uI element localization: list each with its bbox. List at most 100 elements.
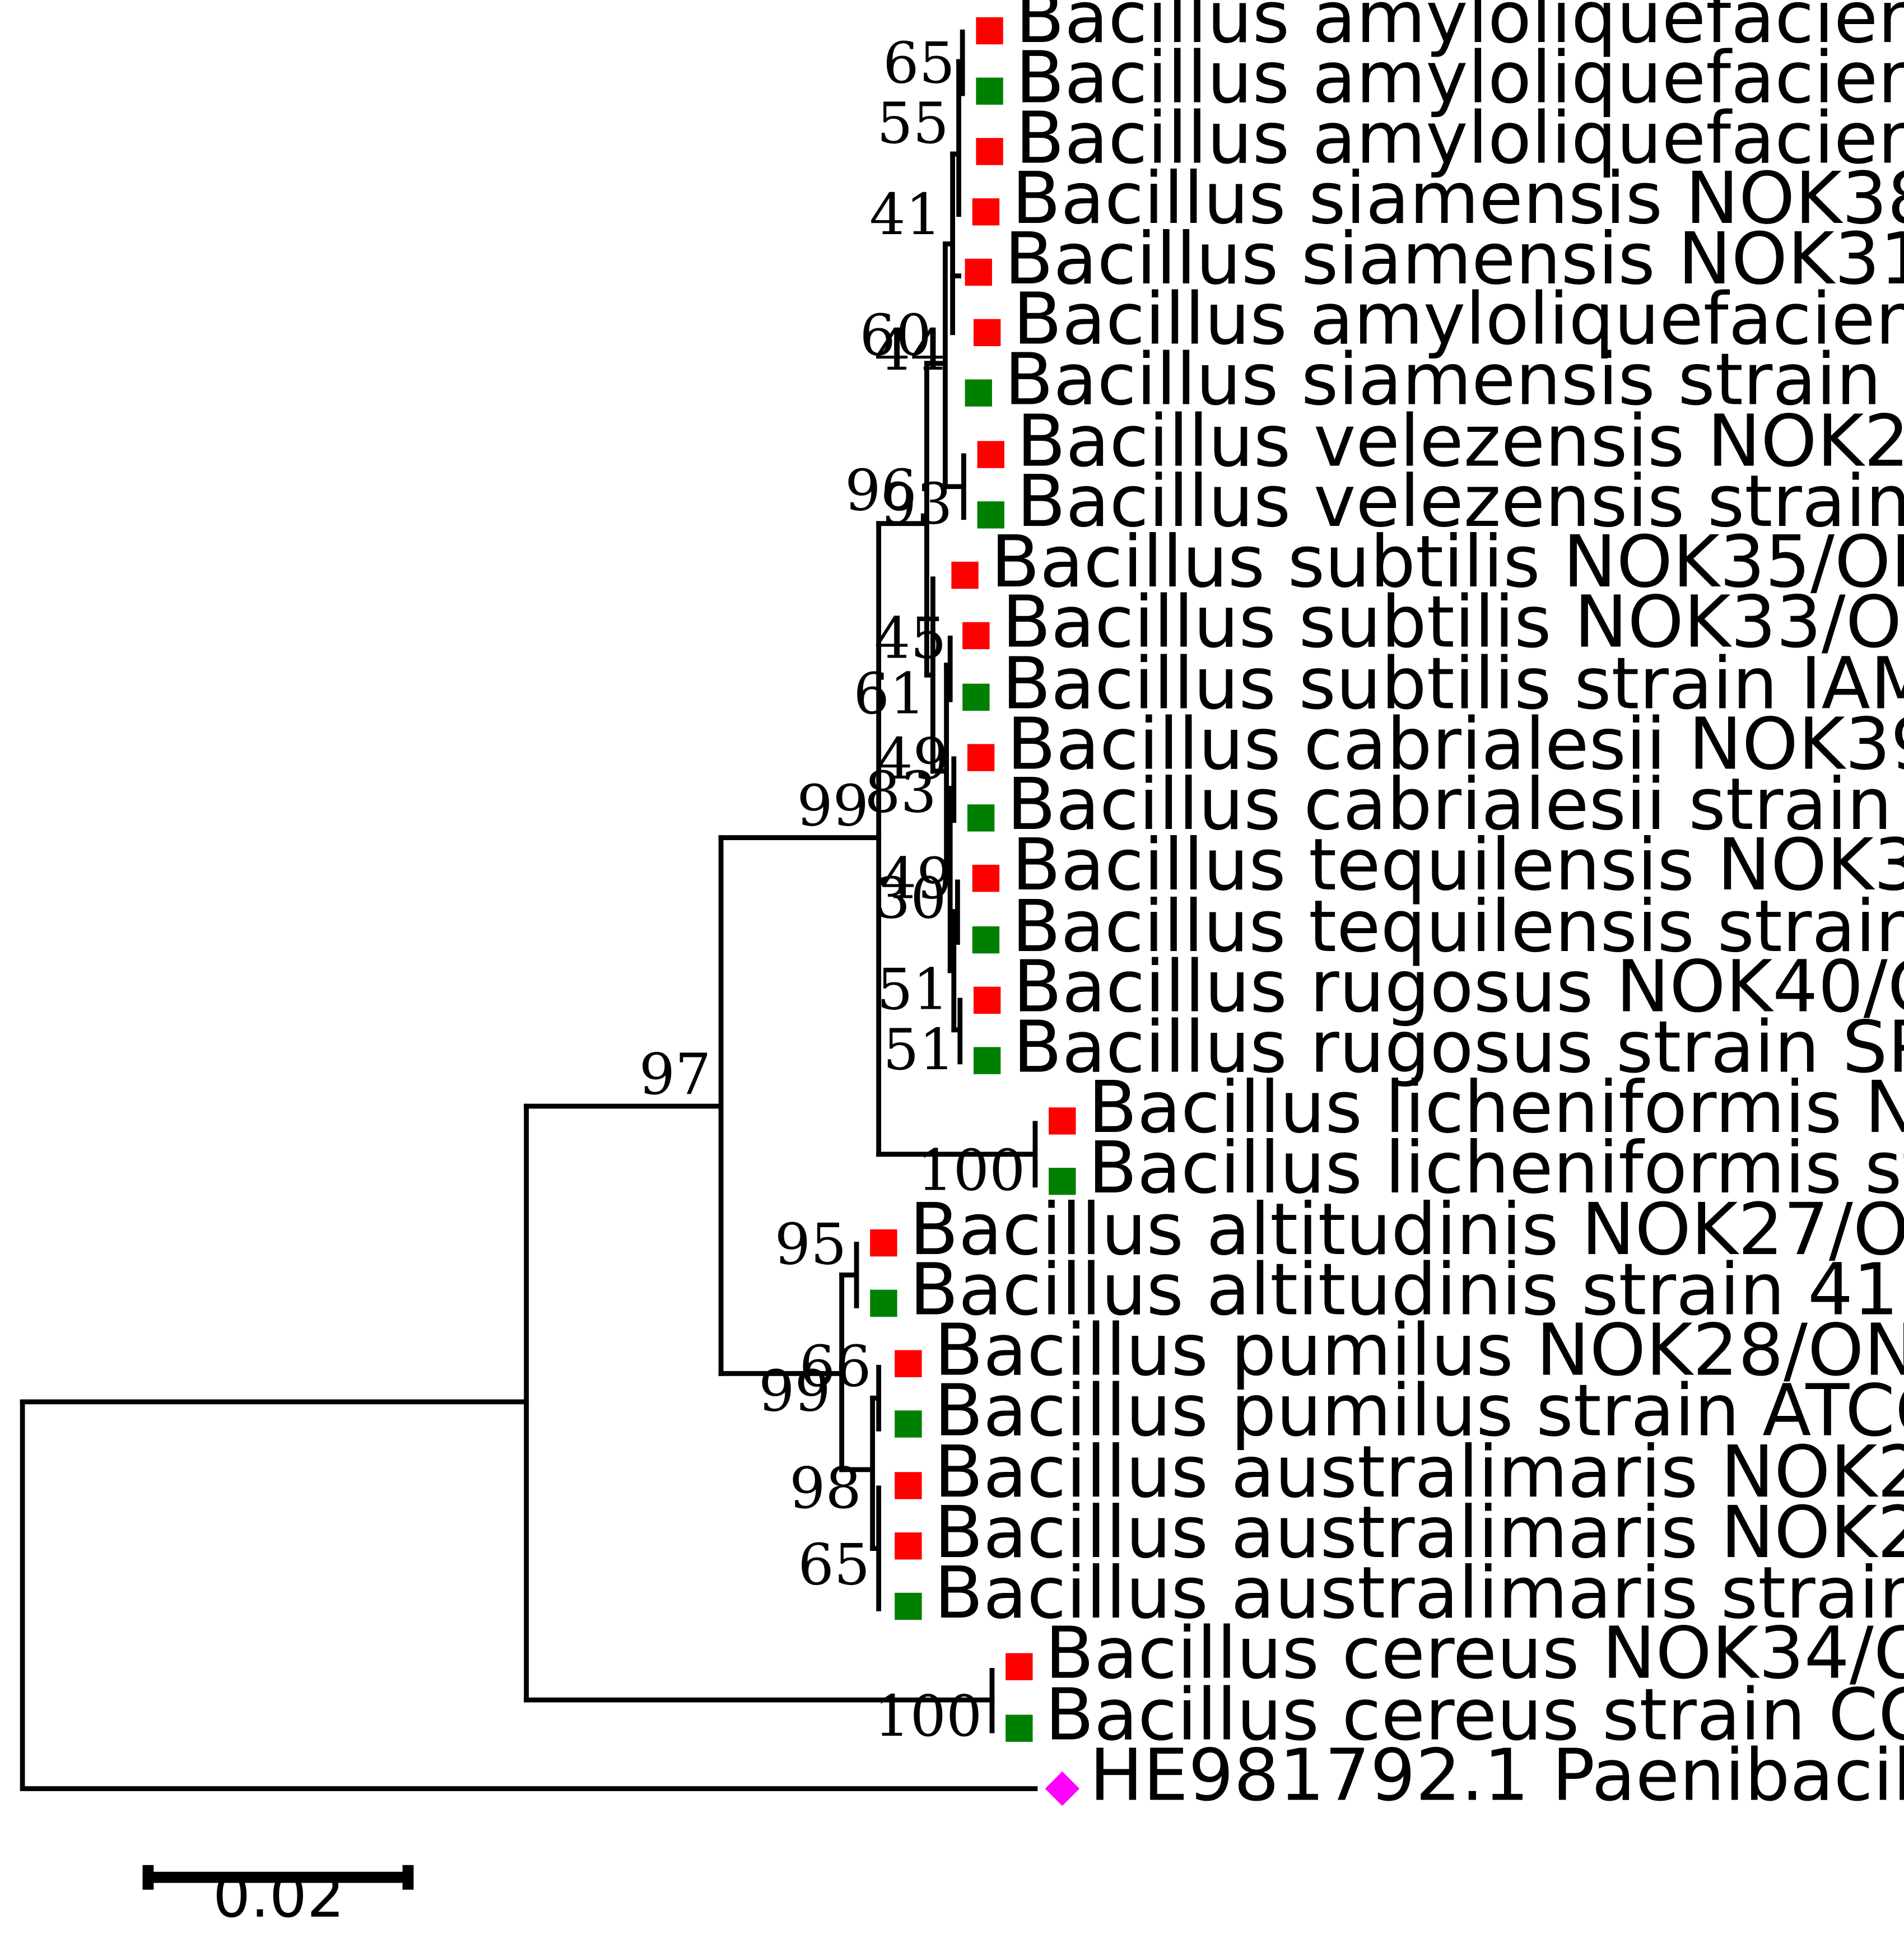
taxon-label: HE981792.1 Paenibacillus polymyxa strain… (1090, 1734, 1904, 1817)
bootstrap-value: 45 (874, 605, 947, 671)
taxon-label: Bacillus cabrialesii strain TE3/MK462260 (1007, 763, 1904, 846)
scale-bar-line (142, 1865, 414, 1890)
taxon-label: Bacillus rugosus strain SPB7/MT554518 (1013, 1006, 1904, 1089)
taxon-label: Bacillus subtilis NOK33/ON287127 (1002, 581, 1904, 664)
bootstrap-value: 49 (881, 845, 953, 911)
taxon-label: Bacillus licheniformis strain DSM 13/NR1… (1088, 1127, 1904, 1210)
branch-altitudinis (839, 1241, 859, 1308)
bootstrap-value: 98 (789, 1455, 862, 1521)
bootstrap-value: 95 (775, 1211, 847, 1278)
branch-pumilus (870, 1364, 882, 1432)
taxon-label: Bacillus amyloliquefaciens NOK30/ON28712… (1016, 97, 1904, 180)
reference-marker (976, 77, 1003, 105)
scale-bar-label: 0.02 (213, 1862, 345, 1931)
reference-marker (895, 1410, 922, 1438)
reference-marker (965, 379, 992, 407)
isolate-marker (973, 986, 1001, 1014)
branch-node-45 (924, 576, 935, 774)
isolate-marker (967, 744, 995, 771)
bootstrap-values: 65 55 41 60 44 96 93 45 61 49 83 49 30 5… (639, 30, 1026, 1749)
isolate-marker (973, 319, 1001, 347)
taxon-label: Bacillus siamensis NOK31/ON287125 (1004, 218, 1904, 301)
branch-australimaris (870, 1485, 882, 1611)
reference-marker (870, 1289, 897, 1317)
branch-node-55 (950, 59, 961, 217)
taxon-label: Bacillus cabrialesii NOK39/ON287133 (1007, 703, 1904, 786)
isolate-marker (976, 138, 1003, 165)
bootstrap-value: 55 (877, 90, 949, 156)
isolate-marker (976, 17, 1003, 45)
branch-node-65 (956, 29, 965, 96)
bootstrap-value: 41 (869, 181, 942, 248)
isolate-marker (895, 1532, 922, 1560)
bootstrap-value: 51 (877, 956, 949, 1022)
tree-branches (20, 29, 1038, 1791)
bootstrap-value: 60 (859, 302, 932, 368)
taxon-label: Bacillus cereus NOK34/ON287128 (1045, 1613, 1904, 1695)
reference-marker (1049, 1167, 1076, 1195)
taxon-label: Bacillus amyloliquefaciens strain NBRC 1… (1016, 37, 1904, 120)
branch-node-98 (839, 1395, 876, 1551)
bootstrap-value: 100 (874, 1683, 982, 1749)
branch-rugosus (951, 998, 963, 1065)
branch-node-60 (924, 241, 948, 490)
taxon-label: Bacillus altitudinis strain 41KF2b/NR042… (910, 1249, 1904, 1332)
branch-velezensis (943, 453, 966, 520)
bootstrap-value: 100 (917, 1138, 1025, 1204)
taxon-label: Bacillus subtilis NOK35/ON287129 (991, 521, 1904, 604)
bootstrap-value: 96 (845, 458, 917, 524)
branch-node-49b (944, 786, 953, 973)
branch-node-49 (930, 663, 949, 880)
bootstrap-value: 99 (797, 773, 869, 839)
branch-licheniformis (876, 1121, 1038, 1188)
taxon-label: Bacillus licheniformis NOK36/ON287130 (1088, 1066, 1904, 1149)
isolate-marker (951, 561, 979, 589)
bootstrap-value: 97 (639, 1041, 711, 1107)
bootstrap-value: 99 (758, 1358, 831, 1424)
taxon-label: Bacillus siamensis NOK38/ON287132 (1012, 157, 1904, 240)
bootstrap-value: 65 (798, 1531, 870, 1597)
reference-marker (962, 683, 990, 711)
bootstrap-value: 65 (883, 30, 955, 96)
reference-marker (972, 926, 1000, 954)
isolate-marker (972, 198, 1000, 226)
taxa: Bacillus amyloliquefaciens NOK41/ON28713… (870, 0, 1904, 1817)
bootstrap-value: 83 (864, 759, 937, 825)
isolate-marker (1005, 1653, 1033, 1680)
bootstrap-value: 44 (874, 317, 947, 383)
isolate-marker (895, 1350, 922, 1377)
taxon-label: Bacillus siamensis strain KCTC 13613/KY6… (1004, 338, 1904, 421)
taxon-label: Bacillus pumilus NOK28/ON287122 (934, 1309, 1904, 1392)
bootstrap-value: 61 (853, 660, 925, 726)
reference-marker (973, 1047, 1001, 1074)
branch-node-41 (943, 151, 955, 335)
branch-tequilensis (951, 879, 960, 945)
branch-node-96 (876, 361, 929, 678)
reference-marker (895, 1592, 922, 1620)
taxon-label: Bacillus tequilensis NOK37/ON287131 (1012, 824, 1904, 907)
taxon-label: Bacillus altitudinis NOK27/ON287121 (910, 1189, 1904, 1271)
bootstrap-value: 93 (881, 471, 953, 537)
isolate-marker (962, 622, 990, 650)
outgroup-marker (1045, 1771, 1080, 1806)
branch-node-30 (947, 909, 957, 1033)
scale-bar: 0.02 (142, 1862, 414, 1931)
taxon-label: Bacillus pumilus strain ATCC 7061/NR0432… (934, 1369, 1904, 1452)
taxon-label: Bacillus cereus strain CCM 2010/NR115714 (1045, 1674, 1904, 1757)
isolate-marker (965, 258, 992, 286)
isolate-marker (895, 1472, 922, 1499)
reference-marker (1005, 1714, 1033, 1742)
taxon-label: Bacillus australimaris NOK26/ON287120 (934, 1492, 1904, 1574)
taxon-label: Bacillus tequilensis strain DSM 13/NR104… (1012, 886, 1904, 968)
isolate-marker (1049, 1107, 1076, 1135)
taxon-label: Bacillus velezensis NOK29/ON287123 (1017, 400, 1904, 483)
isolate-marker (972, 864, 1000, 892)
reference-marker (967, 804, 995, 832)
bootstrap-value: 49 (877, 726, 949, 792)
reference-marker (977, 501, 1004, 529)
bootstrap-value: 66 (799, 1333, 872, 1399)
taxon-label: Bacillus rugosus NOK40/ON287134 (1013, 946, 1904, 1029)
isolate-marker (870, 1229, 897, 1257)
taxon-label: Bacillus australimaris strain MCCC 1A057… (934, 1552, 1904, 1635)
